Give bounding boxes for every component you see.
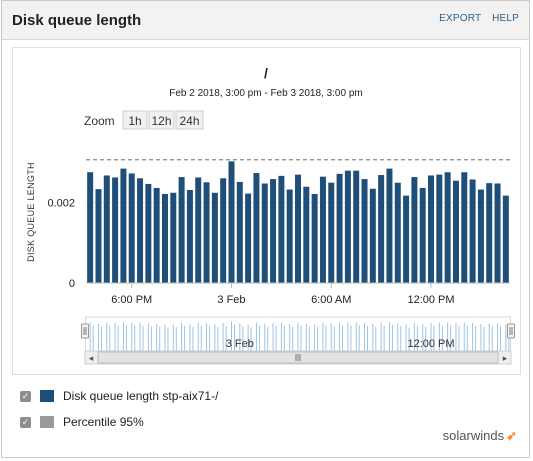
bar xyxy=(344,170,351,284)
disk-queue-chart: / Feb 2 2018, 3:00 pm - Feb 3 2018, 3:00 … xyxy=(26,65,515,365)
bar xyxy=(428,175,435,283)
x-tick-label: 12:00 PM xyxy=(407,294,454,306)
bar xyxy=(137,178,144,283)
bar xyxy=(369,188,376,283)
bar xyxy=(469,179,476,283)
bar xyxy=(278,175,285,283)
chart-title: / xyxy=(264,65,268,81)
legend-swatch-percentile xyxy=(40,416,54,428)
bar xyxy=(303,186,310,283)
bar xyxy=(245,193,252,283)
legend-label-percentile: Percentile 95% xyxy=(63,415,144,429)
brand-name: solarwinds xyxy=(442,428,505,443)
bar xyxy=(220,178,227,283)
bar xyxy=(286,189,293,283)
panel-header: Disk queue length EXPORT HELP xyxy=(2,1,529,40)
bar xyxy=(270,179,277,283)
bar xyxy=(403,195,410,283)
bar xyxy=(394,182,401,283)
zoom-button-label[interactable]: 12h xyxy=(151,114,171,128)
help-link[interactable]: HELP xyxy=(492,13,519,24)
panel-title: Disk queue length xyxy=(12,12,142,29)
bar xyxy=(178,177,185,283)
bar xyxy=(236,181,243,283)
bar xyxy=(486,183,493,283)
bar xyxy=(170,192,177,283)
zoom-button-12h[interactable] xyxy=(148,110,175,130)
bar xyxy=(228,161,235,283)
zoom-button-label[interactable]: 24h xyxy=(179,114,199,128)
zoom-button-24h[interactable] xyxy=(175,110,204,130)
bar xyxy=(203,182,210,283)
bar xyxy=(444,172,451,283)
date-range: Feb 2 2018, 3:00 pm - Feb 3 2018, 3:00 p… xyxy=(169,88,362,99)
bar xyxy=(319,176,326,283)
bar xyxy=(328,182,335,283)
bar xyxy=(452,180,459,283)
zoom-button-label[interactable]: 1h xyxy=(128,114,141,128)
header-links: EXPORT HELP xyxy=(431,13,519,24)
x-tick-label: 3 Feb xyxy=(217,294,245,306)
bar xyxy=(411,177,418,283)
bar xyxy=(112,177,119,283)
bar xyxy=(211,192,218,283)
bar xyxy=(419,187,426,283)
bar xyxy=(311,193,318,283)
zoom-label: Zoom xyxy=(84,114,115,128)
checkbox-icon[interactable]: ✓ xyxy=(20,390,31,402)
bar xyxy=(161,193,168,283)
x-tick-label: 6:00 PM xyxy=(111,294,152,306)
navigator-label: 12:00 PM xyxy=(407,338,454,350)
bar xyxy=(253,173,260,283)
bar xyxy=(494,183,501,283)
bar xyxy=(195,177,202,283)
export-link[interactable]: EXPORT xyxy=(439,13,482,24)
y-tick-label: 0.002 xyxy=(47,197,75,209)
checkbox-icon[interactable]: ✓ xyxy=(20,416,31,428)
legend-swatch-series xyxy=(40,390,54,402)
bar xyxy=(103,175,110,283)
bar xyxy=(261,183,268,283)
bar xyxy=(145,183,152,283)
bar xyxy=(153,187,160,283)
bar xyxy=(378,175,385,283)
bar xyxy=(295,174,301,283)
bar xyxy=(461,172,468,283)
scroll-left-icon[interactable]: ◂ xyxy=(89,353,94,363)
zoom-button-1h[interactable] xyxy=(122,110,148,130)
legend: ✓ Disk queue length stp-aix71-/ ✓ Percen… xyxy=(20,385,218,437)
y-axis-label: DISK QUEUE LENGTH xyxy=(26,162,36,262)
bar xyxy=(502,195,509,283)
bar xyxy=(120,168,127,283)
bird-icon: ➶ xyxy=(506,428,517,443)
x-tick-label: 6:00 AM xyxy=(311,294,351,306)
bar xyxy=(386,168,393,283)
bar xyxy=(128,173,135,283)
navigator-label: 3 Feb xyxy=(226,338,254,350)
bar xyxy=(353,170,360,284)
legend-label-series: Disk queue length stp-aix71-/ xyxy=(63,389,219,403)
bar xyxy=(186,189,193,283)
legend-item-series[interactable]: ✓ Disk queue length stp-aix71-/ xyxy=(20,385,218,407)
bar xyxy=(336,173,343,283)
bar xyxy=(477,189,484,283)
y-tick-label: 0 xyxy=(69,278,75,290)
bar xyxy=(95,189,102,283)
chart-area: / Feb 2 2018, 3:00 pm - Feb 3 2018, 3:00 … xyxy=(12,47,521,375)
navigator-handle-left[interactable] xyxy=(81,323,89,339)
brand-logo: solarwinds ➶ xyxy=(443,428,517,444)
navigator-handle-right[interactable] xyxy=(507,323,515,339)
scroll-right-icon[interactable]: ▸ xyxy=(503,353,508,363)
legend-item-percentile[interactable]: ✓ Percentile 95% xyxy=(20,411,218,433)
bar xyxy=(361,179,368,283)
bar xyxy=(87,172,94,283)
bar xyxy=(436,174,443,283)
